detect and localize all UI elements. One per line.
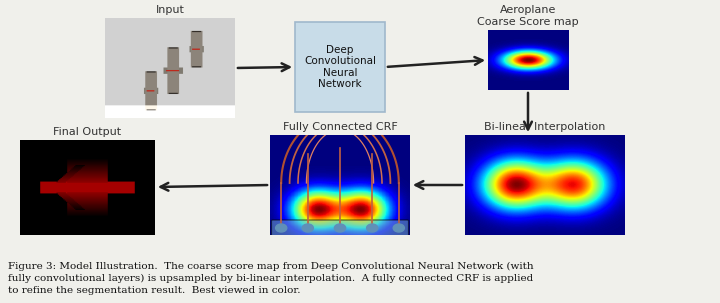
Text: Deep
Convolutional
Neural
Network: Deep Convolutional Neural Network xyxy=(304,45,376,89)
Text: Bi-linear Interpolation: Bi-linear Interpolation xyxy=(485,122,606,132)
FancyBboxPatch shape xyxy=(295,22,385,112)
Text: Fully Connected CRF: Fully Connected CRF xyxy=(283,122,397,132)
Text: Figure 3: Model Illustration.  The coarse score map from Deep Convolutional Neur: Figure 3: Model Illustration. The coarse… xyxy=(8,262,534,295)
Text: Final Output: Final Output xyxy=(53,127,122,137)
Text: Input: Input xyxy=(156,5,184,15)
Text: Aeroplane
Coarse Score map: Aeroplane Coarse Score map xyxy=(477,5,579,27)
